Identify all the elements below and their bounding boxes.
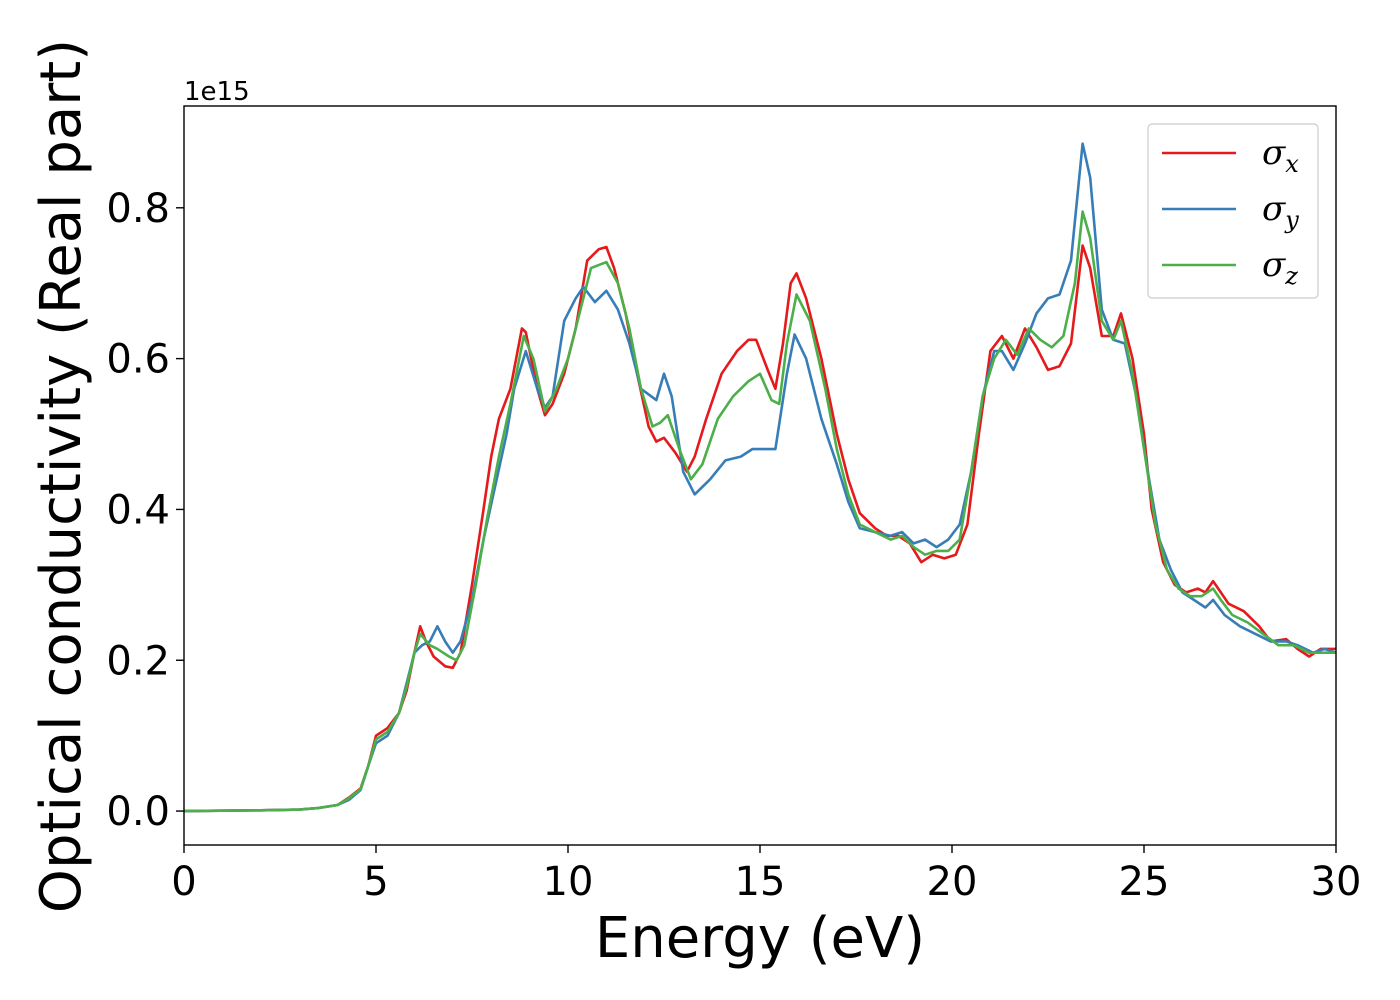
y-offset-label: 1e15 xyxy=(184,77,250,107)
series-line-sigma-z xyxy=(184,210,1336,813)
legend-box xyxy=(1147,123,1319,299)
x-tick-label: 25 xyxy=(1119,859,1170,905)
y-tick-label: 0.8 xyxy=(106,186,170,232)
y-tick-label: 0.4 xyxy=(106,487,170,533)
y-tick-label: 0.2 xyxy=(106,638,170,684)
x-tick-label: 5 xyxy=(363,859,388,905)
x-axis-title: Energy (eV) xyxy=(595,906,925,971)
x-tick-label: 10 xyxy=(543,859,594,905)
y-axis-title: Optical conductivity (Real part) xyxy=(29,39,94,913)
y-tick-label: 0.6 xyxy=(106,337,170,383)
y-tick-label: 0.0 xyxy=(106,789,170,835)
x-axis: 0 5 10 15 20 25 30 xyxy=(171,845,1361,905)
series-layer xyxy=(184,142,1336,813)
x-tick-label: 20 xyxy=(927,859,978,905)
y-axis: 0.0 0.2 0.4 0.6 0.8 xyxy=(106,186,184,835)
x-tick-label: 30 xyxy=(1311,859,1362,905)
x-tick-label: 0 xyxy=(171,859,196,905)
x-tick-label: 15 xyxy=(735,859,786,905)
legend-label-sigma-x: σx xyxy=(1262,133,1299,178)
